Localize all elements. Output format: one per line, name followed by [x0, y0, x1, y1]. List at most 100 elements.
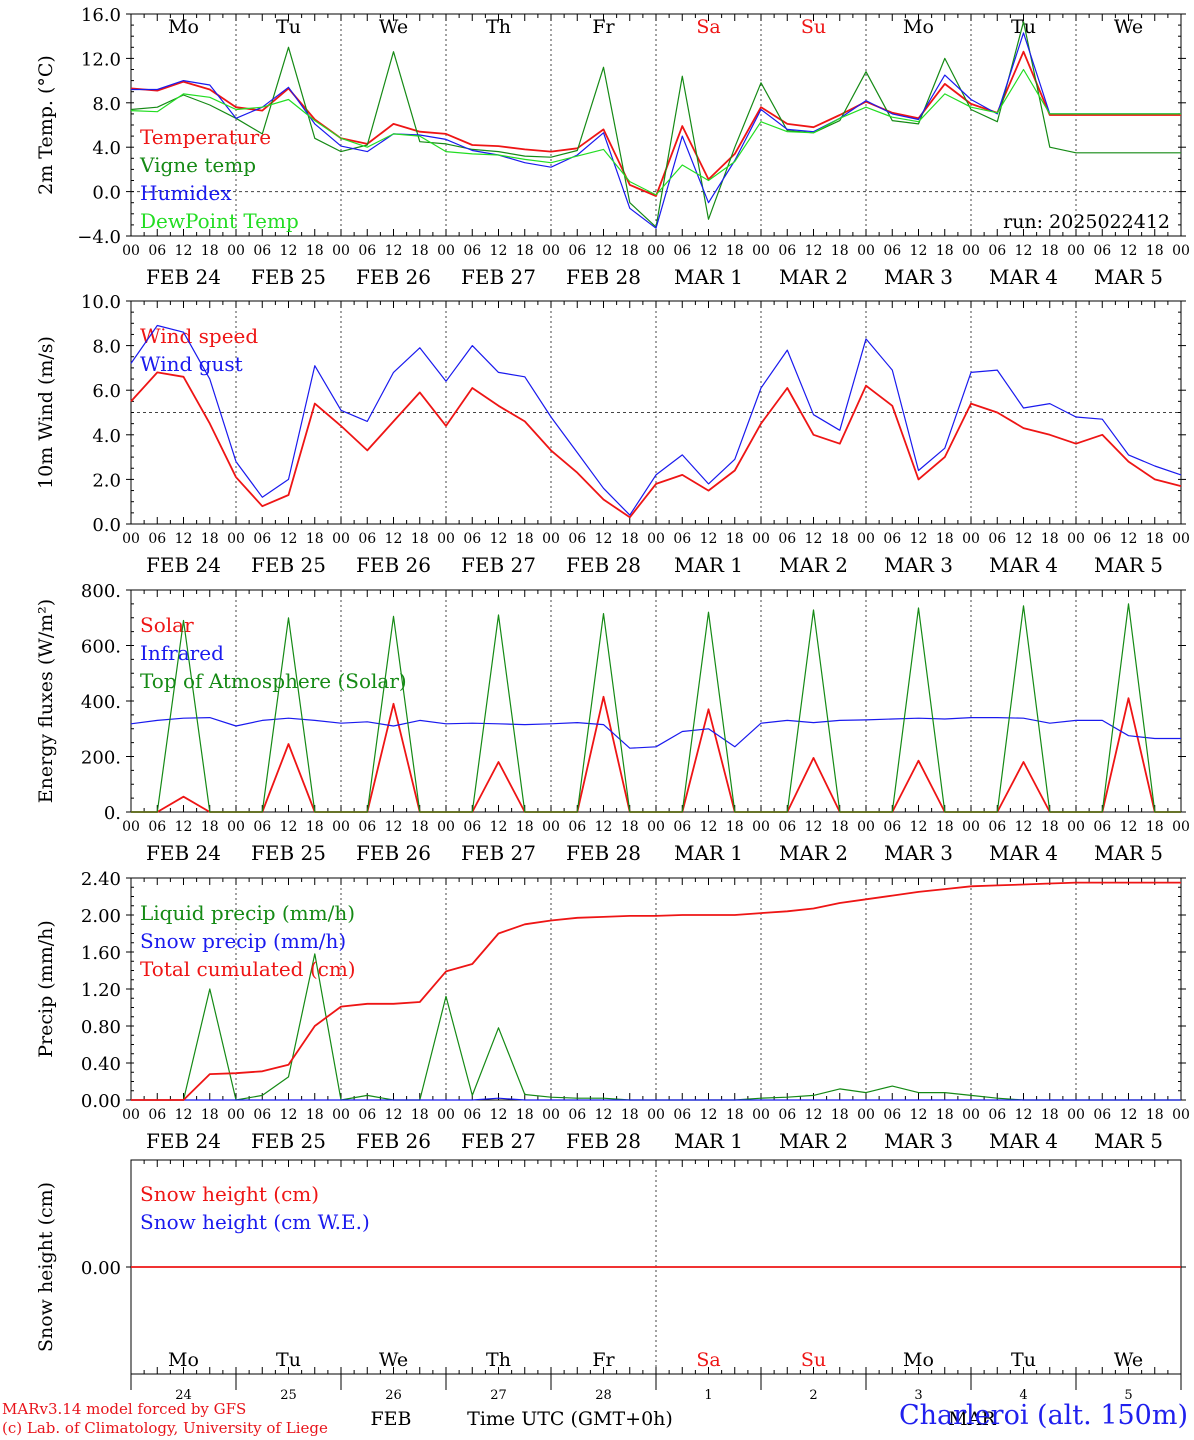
hour-tick-label: 00	[962, 819, 980, 835]
hour-tick-label: 00	[752, 819, 770, 835]
date-label: FEB 26	[356, 553, 431, 577]
hour-tick-label: 12	[175, 531, 193, 547]
hour-tick-label: 12	[910, 243, 928, 259]
hour-tick-label: 18	[726, 819, 744, 835]
hour-tick-label: 00	[857, 1107, 875, 1123]
date-label: FEB 27	[461, 841, 536, 865]
hour-tick-label: 00	[332, 1107, 350, 1123]
date-label: FEB 25	[251, 841, 326, 865]
panel-wind: 10.0 8.0 6.0 4.0 2.0 0.0 10m Wind (m/s) 00 06 12 1…	[35, 292, 1190, 577]
hour-tick-label: 18	[621, 819, 639, 835]
hour-tick-label: 06	[1093, 243, 1111, 259]
legend-entry: Snow precip (mm/h)	[140, 929, 346, 953]
y-axis-label: Precip (mm/h)	[35, 920, 57, 1058]
date-label: MAR 2	[779, 265, 848, 289]
hour-tick-label: 12	[385, 531, 403, 547]
hour-tick-label: 12	[1120, 531, 1138, 547]
legend-entry: Humidex	[140, 181, 232, 205]
series-line-dewpoint-temp	[130, 68, 1181, 196]
hour-tick-label: 06	[673, 1107, 691, 1123]
series-line-infrared	[130, 716, 1181, 749]
hour-tick-label: 00	[437, 1107, 455, 1123]
date-label: MAR 1	[674, 553, 743, 577]
day-number-label: 28	[595, 1388, 612, 1403]
legend-entry: Top of Atmosphere (Solar)	[140, 669, 407, 693]
date-label: FEB 25	[251, 265, 326, 289]
hour-tick-label: 06	[883, 531, 901, 547]
hour-tick-label: 12	[1015, 1107, 1033, 1123]
hour-tick-label: 00	[1172, 243, 1190, 259]
date-label: MAR 5	[1094, 265, 1163, 289]
hour-tick-label: 12	[910, 819, 928, 835]
hour-tick-label: 18	[936, 531, 954, 547]
date-label: MAR 3	[884, 1129, 953, 1153]
date-label: FEB 24	[146, 265, 221, 289]
y-axis-label: Snow height (cm)	[35, 1182, 57, 1352]
y-tick-label: 0.40	[81, 1054, 121, 1075]
series-line-humidex	[131, 32, 1181, 229]
hour-tick-label: 00	[962, 243, 980, 259]
date-label: FEB 27	[461, 265, 536, 289]
hour-tick-label: 00	[752, 1107, 770, 1123]
hour-tick-label: 06	[988, 1107, 1006, 1123]
month-label-feb: FEB	[370, 1408, 411, 1430]
hour-tick-label: 06	[253, 1107, 271, 1123]
date-label: FEB 24	[146, 841, 221, 865]
date-label: FEB 24	[146, 1129, 221, 1153]
hour-tick-label: 12	[1015, 531, 1033, 547]
hour-tick-label: 18	[726, 1107, 744, 1123]
legend-entry: Infrared	[140, 641, 224, 665]
day-number-label: 3	[914, 1388, 922, 1403]
hour-tick-label: 06	[988, 531, 1006, 547]
hour-tick-label: 06	[673, 819, 691, 835]
hour-tick-label: 18	[936, 1107, 954, 1123]
hour-tick-label: 12	[490, 1107, 508, 1123]
series-line-total-cumulated-cm-	[131, 881, 1181, 1101]
hour-tick-label: 18	[1146, 1107, 1164, 1123]
hour-tick-label: 00	[542, 1107, 560, 1123]
day-of-week-label: Su	[801, 1349, 826, 1371]
y-tick-label: 2.0	[92, 470, 121, 491]
hour-tick-label: 12	[700, 819, 718, 835]
hour-tick-label: 12	[1120, 1107, 1138, 1123]
hour-tick-label: 18	[726, 531, 744, 547]
day-of-week-label: Mo	[903, 1349, 934, 1371]
hour-tick-label: 06	[253, 531, 271, 547]
series-line-top-of-atmosphere-solar-	[131, 603, 1181, 813]
hour-tick-label: 06	[463, 243, 481, 259]
hour-tick-label: 12	[805, 243, 823, 259]
hour-tick-label: 00	[122, 819, 140, 835]
hour-tick-label: 06	[148, 1107, 166, 1123]
hour-tick-label: 00	[962, 531, 980, 547]
hour-tick-label: 12	[805, 819, 823, 835]
hour-tick-label: 00	[542, 531, 560, 547]
hour-tick-label: 00	[647, 819, 665, 835]
hour-tick-label: 12	[805, 531, 823, 547]
day-number-label: 27	[490, 1388, 507, 1403]
day-of-week-label: Tu	[1011, 1349, 1036, 1371]
panel-precip: 2.40 2.00 1.60 1.20 0.80 0.40 0.00 Precip (mm/h…	[35, 869, 1190, 1153]
hour-tick-label: 00	[332, 819, 350, 835]
hour-tick-label: 06	[1093, 531, 1111, 547]
date-label: MAR 4	[989, 553, 1058, 577]
hour-tick-label: 18	[831, 531, 849, 547]
series-line-wind-speed	[130, 371, 1182, 519]
hour-tick-label: 18	[1146, 243, 1164, 259]
hour-tick-label: 00	[332, 243, 350, 259]
hour-tick-label: 06	[253, 819, 271, 835]
hour-tick-label: 00	[227, 531, 245, 547]
hour-tick-label: 18	[411, 243, 429, 259]
hour-tick-label: 06	[778, 243, 796, 259]
date-label: MAR 1	[674, 841, 743, 865]
legend-entry: Snow height (cm)	[140, 1182, 319, 1206]
y-tick-label: 200.	[81, 748, 121, 769]
day-of-week-label: We	[1114, 1349, 1143, 1371]
day-of-week-label: Th	[486, 16, 511, 38]
hour-tick-label: 12	[1015, 243, 1033, 259]
date-label: FEB 24	[146, 553, 221, 577]
hour-tick-label: 06	[148, 819, 166, 835]
y-tick-label: 8.0	[92, 94, 121, 115]
day-number-label: 5	[1124, 1388, 1132, 1403]
